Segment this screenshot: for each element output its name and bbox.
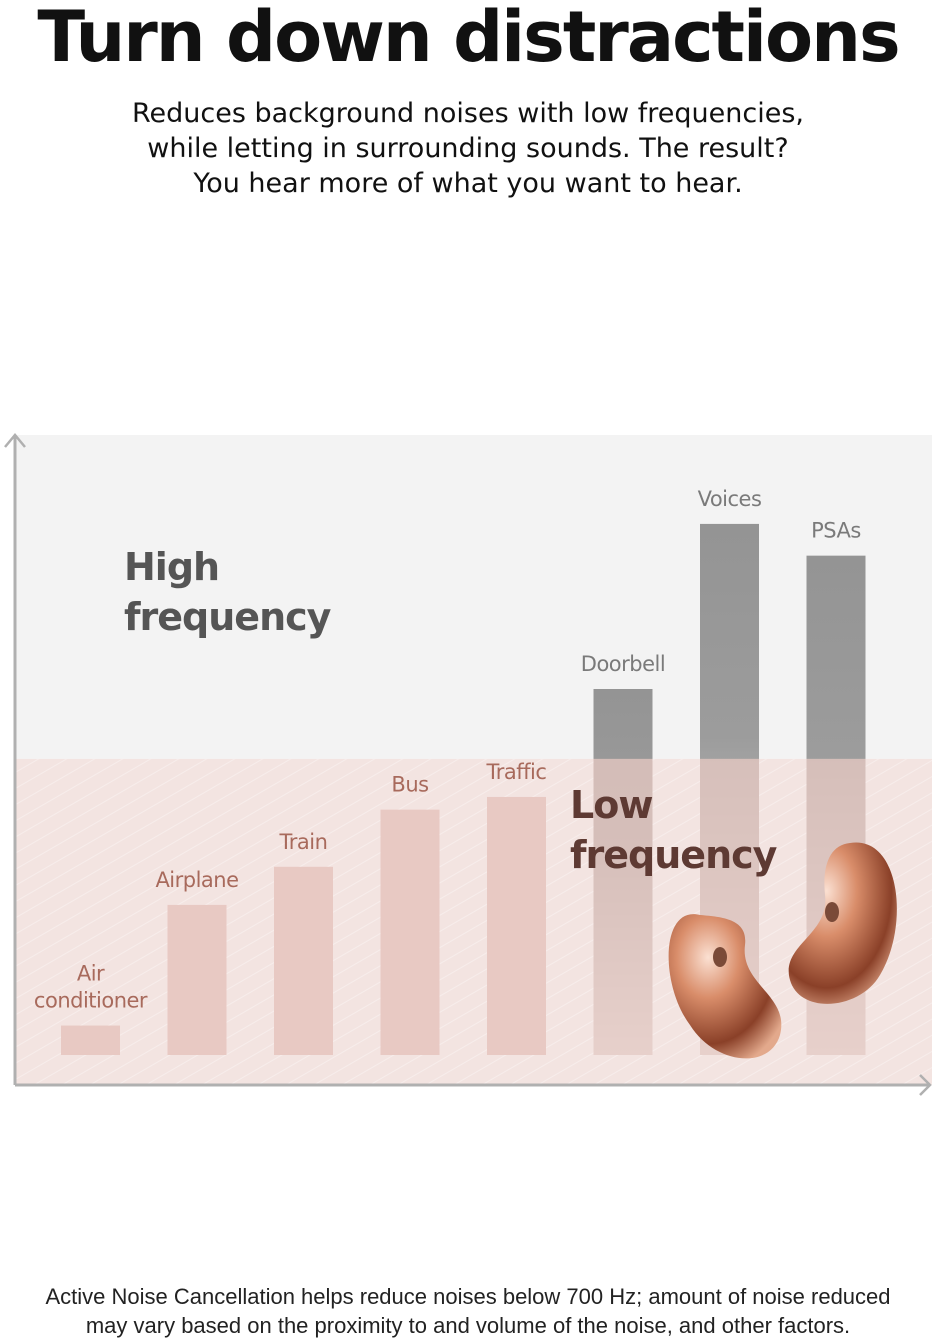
- bar-bus: [380, 809, 440, 1055]
- subtitle-line: while letting in surrounding sounds. The…: [147, 133, 789, 164]
- bar-airplane: [167, 904, 227, 1055]
- bar-label: PSAs: [811, 519, 861, 543]
- footnote-line: Active Noise Cancellation helps reduce n…: [45, 1284, 891, 1309]
- y-axis-arrow-icon: [4, 433, 26, 448]
- bar-low-overlay: [593, 758, 653, 1055]
- bar-label: Doorbell: [581, 652, 665, 676]
- bar-label: Air: [77, 962, 105, 986]
- bar-train: [274, 866, 333, 1055]
- bar-air-conditioner: [61, 1025, 120, 1055]
- bar-label: Voices: [698, 487, 762, 511]
- bar-label: Traffic: [486, 760, 547, 784]
- footnote: Active Noise Cancellation helps reduce n…: [0, 1282, 936, 1340]
- bar-traffic: [487, 796, 546, 1055]
- bar-label: Airplane: [155, 868, 238, 892]
- band-label-high: frequency: [124, 595, 332, 639]
- bar-label: Bus: [391, 773, 428, 797]
- earbuds-image: [668, 842, 897, 1059]
- band-label-low: frequency: [570, 833, 778, 877]
- band-label-high: High: [124, 545, 219, 589]
- footnote-line: may vary based on the proximity to and v…: [85, 1313, 851, 1338]
- subtitle-line: You hear more of what you want to hear.: [193, 168, 743, 199]
- band-stripes: [15, 758, 932, 1085]
- subtitle: Reduces background noises with low frequ…: [0, 96, 936, 201]
- band-label-low: Low: [570, 783, 652, 827]
- bar-label: Train: [279, 830, 328, 854]
- x-axis-arrow-icon: [919, 1074, 932, 1096]
- bar-label: conditioner: [34, 989, 148, 1013]
- noise-frequency-chart: High frequency Low frequency Air conditioner A…: [4, 433, 932, 1096]
- band-high: [15, 435, 932, 759]
- page-title: Turn down distractions: [37, 0, 900, 78]
- subtitle-line: Reduces background noises with low frequ…: [131, 98, 804, 129]
